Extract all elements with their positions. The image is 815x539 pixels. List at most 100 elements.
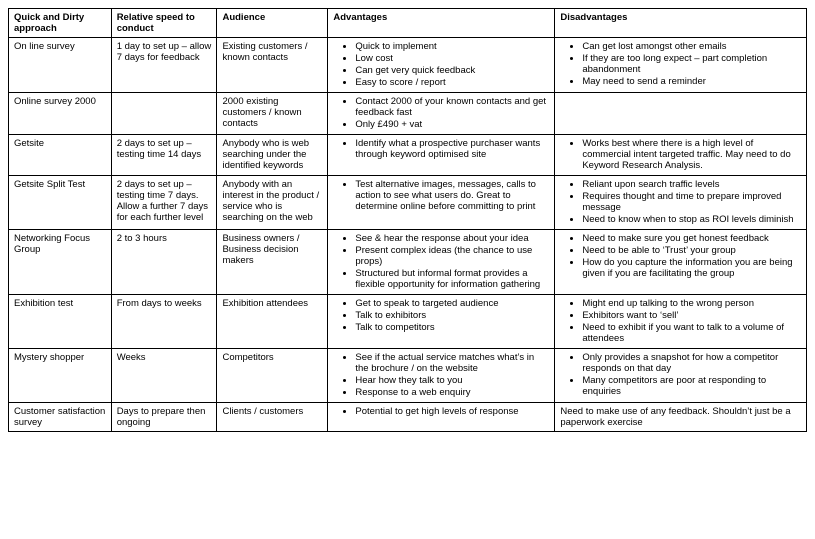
list-item: Identify what a prospective purchaser wa…	[355, 138, 549, 161]
list-item: Present complex ideas (the chance to use…	[355, 245, 549, 268]
cell-advantages: See & hear the response about your ideaP…	[328, 230, 555, 295]
cell-speed: 2 days to set up – testing time 14 days	[111, 135, 217, 176]
table-row: Getsite2 days to set up – testing time 1…	[9, 135, 807, 176]
cell-approach: On line survey	[9, 38, 112, 93]
list-item: Talk to exhibitors	[355, 310, 549, 322]
advantages-list: Contact 2000 of your known contacts and …	[333, 96, 549, 131]
list-item: Potential to get high levels of response	[355, 406, 549, 418]
disadvantages-list: Only provides a snapshot for how a compe…	[560, 352, 801, 398]
list-item: Low cost	[355, 53, 549, 65]
list-item: Structured but informal format provides …	[355, 268, 549, 291]
table-row: Online survey 2000 2000 existing customer…	[9, 93, 807, 135]
cell-advantages: Get to speak to targeted audienceTalk to…	[328, 295, 555, 349]
cell-audience: 2000 existing customers / known contacts	[217, 93, 328, 135]
list-item: Many competitors are poor at responding …	[582, 375, 801, 398]
cell-approach: Exhibition test	[9, 295, 112, 349]
cell-audience: Existing customers / known contacts	[217, 38, 328, 93]
list-item: Might end up talking to the wrong person	[582, 298, 801, 310]
col-header-approach: Quick and Dirty approach	[9, 9, 112, 38]
cell-audience: Exhibition attendees	[217, 295, 328, 349]
advantages-list: Quick to implementLow costCan get very q…	[333, 41, 549, 89]
list-item: Contact 2000 of your known contacts and …	[355, 96, 549, 119]
cell-audience: Clients / customers	[217, 403, 328, 432]
cell-speed: From days to weeks	[111, 295, 217, 349]
list-item: Only £490 + vat	[355, 119, 549, 131]
advantages-list: See if the actual service matches what’s…	[333, 352, 549, 399]
list-item: Get to speak to targeted audience	[355, 298, 549, 310]
list-item: Hear how they talk to you	[355, 375, 549, 387]
cell-approach: Networking Focus Group	[9, 230, 112, 295]
cell-speed: 1 day to set up – allow 7 days for feedb…	[111, 38, 217, 93]
cell-advantages: See if the actual service matches what’s…	[328, 349, 555, 403]
col-header-audience: Audience	[217, 9, 328, 38]
list-item: Need to exhibit if you want to talk to a…	[582, 322, 801, 345]
table-row: Getsite Split Test2 days to set up – tes…	[9, 176, 807, 230]
list-item: Need to be able to ‘Trust’ your group	[582, 245, 801, 257]
list-item: Need to make sure you get honest feedbac…	[582, 233, 801, 245]
advantages-list: Identify what a prospective purchaser wa…	[333, 138, 549, 161]
cell-disadvantages	[555, 93, 807, 135]
col-header-disadvantages: Disadvantages	[555, 9, 807, 38]
advantages-list: Get to speak to targeted audienceTalk to…	[333, 298, 549, 334]
cell-disadvantages: Might end up talking to the wrong person…	[555, 295, 807, 349]
cell-audience: Anybody with an interest in the product …	[217, 176, 328, 230]
cell-speed	[111, 93, 217, 135]
list-item: How do you capture the information you a…	[582, 257, 801, 280]
list-item: Talk to competitors	[355, 322, 549, 334]
disadvantages-list: Can get lost amongst other emailsIf they…	[560, 41, 801, 88]
cell-advantages: Identify what a prospective purchaser wa…	[328, 135, 555, 176]
cell-disadvantages: Reliant upon search traffic levelsRequir…	[555, 176, 807, 230]
list-item: Easy to score / report	[355, 77, 549, 89]
list-item: Test alternative images, messages, calls…	[355, 179, 549, 213]
table-row: Networking Focus Group2 to 3 hoursBusine…	[9, 230, 807, 295]
cell-audience: Business owners / Business decision make…	[217, 230, 328, 295]
list-item: Need to know when to stop as ROI levels …	[582, 214, 801, 226]
table-header: Quick and Dirty approach Relative speed …	[9, 9, 807, 38]
table-row: Customer satisfaction surveyDays to prep…	[9, 403, 807, 432]
table-row: Exhibition testFrom days to weeksExhibit…	[9, 295, 807, 349]
list-item: May need to send a reminder	[582, 76, 801, 88]
list-item: Exhibitors want to ‘sell’	[582, 310, 801, 322]
list-item: See if the actual service matches what’s…	[355, 352, 549, 375]
col-header-speed: Relative speed to conduct	[111, 9, 217, 38]
advantages-list: See & hear the response about your ideaP…	[333, 233, 549, 291]
cell-approach: Mystery shopper	[9, 349, 112, 403]
col-header-advantages: Advantages	[328, 9, 555, 38]
cell-approach: Getsite	[9, 135, 112, 176]
cell-speed: 2 to 3 hours	[111, 230, 217, 295]
list-item: Works best where there is a high level o…	[582, 138, 801, 172]
list-item: Can get very quick feedback	[355, 65, 549, 77]
cell-advantages: Potential to get high levels of response	[328, 403, 555, 432]
cell-advantages: Contact 2000 of your known contacts and …	[328, 93, 555, 135]
cell-advantages: Test alternative images, messages, calls…	[328, 176, 555, 230]
list-item: Only provides a snapshot for how a compe…	[582, 352, 801, 375]
cell-approach: Online survey 2000	[9, 93, 112, 135]
list-item: If they are too long expect – part compl…	[582, 53, 801, 76]
cell-disadvantages: Need to make sure you get honest feedbac…	[555, 230, 807, 295]
disadvantages-list: Reliant upon search traffic levelsRequir…	[560, 179, 801, 226]
cell-disadvantages: Can get lost amongst other emailsIf they…	[555, 38, 807, 93]
list-item: See & hear the response about your idea	[355, 233, 549, 245]
cell-approach: Customer satisfaction survey	[9, 403, 112, 432]
list-item: Quick to implement	[355, 41, 549, 53]
table-row: On line survey1 day to set up – allow 7 …	[9, 38, 807, 93]
cell-advantages: Quick to implementLow costCan get very q…	[328, 38, 555, 93]
cell-speed: Days to prepare then ongoing	[111, 403, 217, 432]
approaches-table: Quick and Dirty approach Relative speed …	[8, 8, 807, 432]
cell-approach: Getsite Split Test	[9, 176, 112, 230]
cell-speed: 2 days to set up – testing time 7 days. …	[111, 176, 217, 230]
table-row: Mystery shopperWeeksCompetitors See if th…	[9, 349, 807, 403]
list-item: Reliant upon search traffic levels	[582, 179, 801, 191]
list-item: Response to a web enquiry	[355, 387, 549, 399]
cell-disadvantages: Need to make use of any feedback. Should…	[555, 403, 807, 432]
list-item: Requires thought and time to prepare imp…	[582, 191, 801, 214]
disadvantages-list: Works best where there is a high level o…	[560, 138, 801, 172]
advantages-list: Potential to get high levels of response	[333, 406, 549, 418]
cell-audience: Competitors	[217, 349, 328, 403]
disadvantages-list: Need to make sure you get honest feedbac…	[560, 233, 801, 280]
cell-disadvantages: Works best where there is a high level o…	[555, 135, 807, 176]
advantages-list: Test alternative images, messages, calls…	[333, 179, 549, 213]
list-item: Can get lost amongst other emails	[582, 41, 801, 53]
cell-speed: Weeks	[111, 349, 217, 403]
cell-audience: Anybody who is web searching under the i…	[217, 135, 328, 176]
